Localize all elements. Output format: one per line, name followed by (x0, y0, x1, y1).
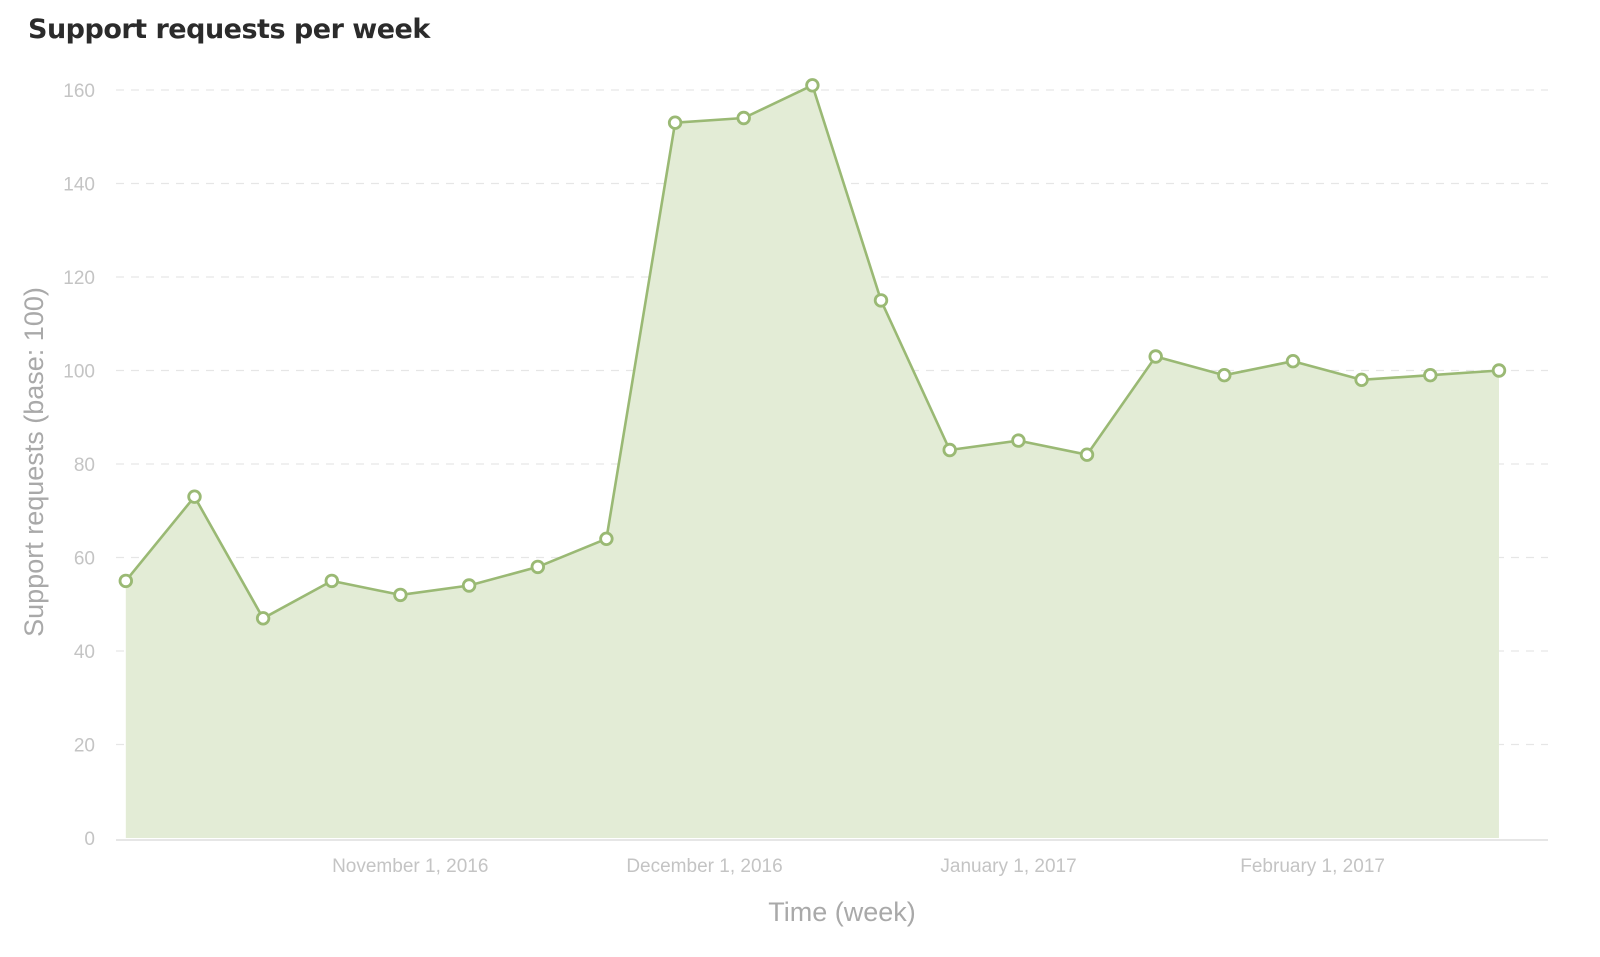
data-point[interactable] (324, 573, 340, 589)
data-point[interactable] (461, 578, 477, 593)
chart-title: Support requests per week (28, 14, 430, 45)
y-tick-label: 100 (63, 362, 95, 383)
data-point[interactable] (736, 110, 751, 126)
x-axis-ticks: November 1, 2016 December 1, 2016 January … (332, 856, 1385, 877)
data-point[interactable] (667, 115, 683, 130)
data-point[interactable] (187, 489, 202, 504)
data-point[interactable] (393, 587, 408, 603)
y-tick-label: 140 (63, 175, 95, 196)
y-tick-label: 160 (63, 81, 95, 102)
data-point[interactable] (599, 531, 614, 547)
x-tick-label: December 1, 2016 (626, 856, 782, 877)
data-point[interactable] (1148, 349, 1163, 364)
data-points (118, 78, 1507, 626)
data-point[interactable] (1285, 354, 1301, 369)
data-point[interactable] (118, 573, 134, 589)
data-point[interactable] (873, 293, 889, 308)
x-tick-label: February 1, 2017 (1240, 856, 1385, 877)
data-point[interactable] (1423, 368, 1438, 383)
y-axis-ticks: 0 20 40 60 80 100 120 140 160 (63, 81, 95, 850)
data-point[interactable] (1354, 372, 1369, 388)
area-fill (125, 85, 1499, 839)
x-tick-label: January 1, 2017 (940, 856, 1076, 877)
y-tick-label: 80 (74, 455, 95, 476)
data-point[interactable] (1217, 368, 1232, 383)
data-point[interactable] (255, 611, 271, 626)
y-tick-label: 0 (84, 829, 95, 850)
data-point[interactable] (1011, 433, 1026, 448)
area-layer (124, 84, 1500, 839)
y-tick-label: 40 (74, 642, 95, 663)
x-tick-label: November 1, 2016 (332, 856, 488, 877)
data-point[interactable] (805, 78, 820, 93)
data-point[interactable] (942, 442, 957, 458)
x-axis-label: Time (week) (768, 897, 916, 927)
data-point[interactable] (1491, 363, 1507, 378)
y-tick-label: 120 (63, 268, 95, 289)
data-point[interactable] (1079, 447, 1095, 462)
y-tick-label: 60 (74, 549, 95, 570)
y-tick-label: 20 (74, 736, 95, 757)
y-axis-label: Support requests (base: 100) (19, 287, 49, 637)
data-point[interactable] (530, 559, 546, 575)
